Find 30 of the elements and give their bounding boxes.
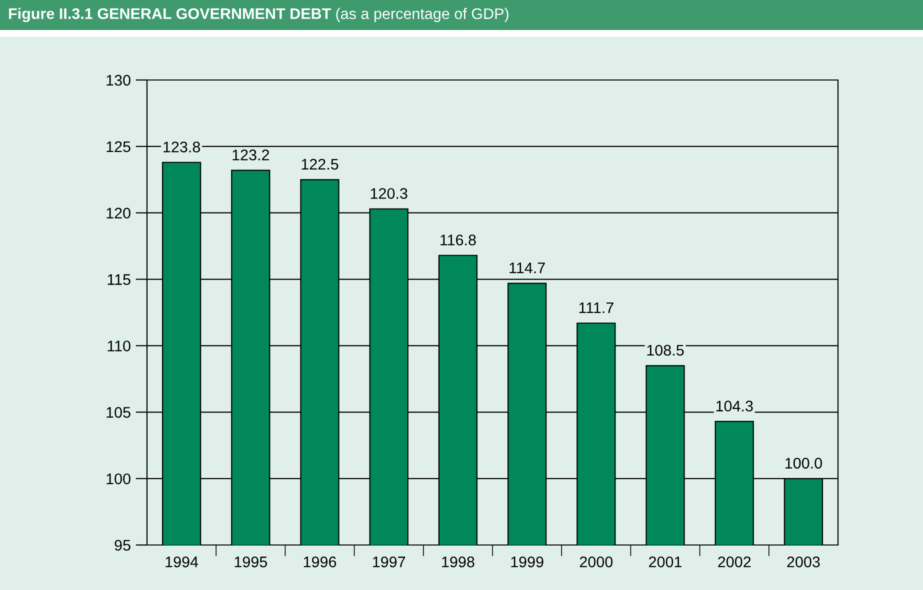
y-tick-label: 125 (106, 141, 130, 152)
y-tick-label: 110 (108, 340, 130, 352)
x-tick-label: 2001 (649, 556, 682, 568)
x-tick-label: 2002 (718, 556, 751, 568)
data-label: 104.3 (716, 400, 753, 412)
y-tick-label: 100 (106, 473, 130, 484)
data-label: 122.5 (302, 158, 338, 170)
data-label: 116.8 (440, 234, 476, 246)
x-tick-label: 1995 (234, 556, 268, 568)
x-tick-label: 1998 (442, 556, 474, 568)
y-tick-label: 130 (106, 74, 130, 86)
x-tick-label: 2003 (787, 556, 820, 568)
data-label: 100.0 (786, 458, 822, 469)
y-tick-label: 105 (106, 407, 130, 418)
data-label: 123.2 (232, 150, 269, 160)
x-tick-label: 1994 (166, 556, 198, 568)
y-tick-label: 95 (114, 540, 130, 551)
x-tick-label: 1997 (373, 556, 406, 568)
chart-subtitle: (as a percentage of GDP) (336, 8, 508, 22)
data-label: 120.3 (370, 188, 408, 199)
data-label: 123.8 (164, 142, 200, 152)
x-tick-label: 1999 (511, 556, 544, 568)
data-label: 108.5 (647, 344, 684, 356)
data-label: 114.7 (510, 262, 545, 274)
data-label: 111.7 (579, 302, 614, 314)
x-tick-label: 2000 (580, 556, 613, 568)
chart-title: Figure II.3.1 GENERAL GOVERNMENT DEBT (9, 8, 331, 22)
y-tick-label: 120 (106, 208, 130, 219)
y-tick-label: 115 (108, 274, 130, 285)
x-tick-label: 1996 (304, 556, 336, 568)
